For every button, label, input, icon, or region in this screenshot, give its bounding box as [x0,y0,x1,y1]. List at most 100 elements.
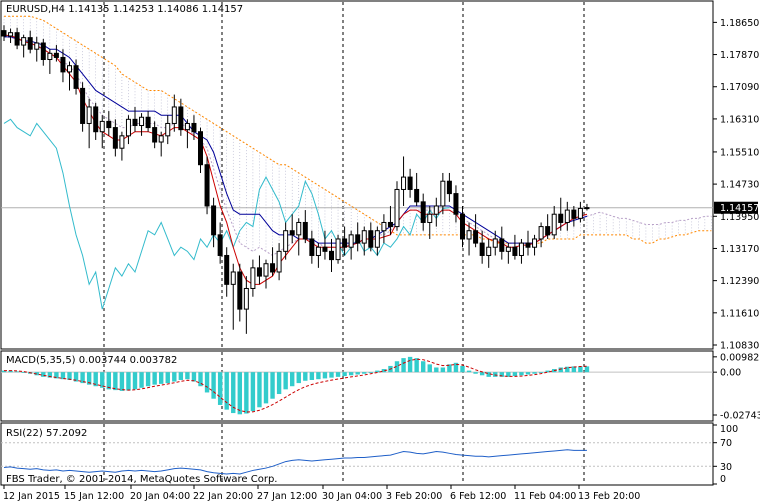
candle-body [545,226,551,236]
macd-bar [447,364,452,373]
macd-bar [538,372,544,373]
macd-bar [60,372,66,380]
macd-bar [466,370,472,373]
x-tick-label: 27 Jan 12:00 [257,491,317,502]
macd-bar [460,365,465,373]
macd-bar [54,372,59,379]
candle-body [473,230,479,244]
candle-body [230,271,236,285]
rsi-tick-label: 30 [720,462,732,473]
candle-body [361,230,367,244]
macd-bar [270,372,275,399]
candle-body [374,230,380,248]
time-axis: 12 Jan 2015 15 Jan 12:00 20 Jan 04:00 22 Ja… [3,485,640,502]
candle-body [152,127,158,143]
macd-bar [283,372,288,390]
candle-body [518,242,524,256]
macd-bar [348,372,354,376]
candle-body [184,122,190,131]
x-tick-label: 11 Feb 04:00 [514,491,576,502]
macd-bar [93,372,98,387]
x-tick-label: 30 Jan 04:00 [322,491,382,502]
rsi-line [3,449,587,475]
candle-body [342,238,348,248]
candle-body [446,180,452,195]
macd-bar [231,372,236,414]
macd-bar [532,372,537,374]
macd-bar [414,358,419,373]
x-tick-label: 12 Jan 2015 [3,491,60,502]
macd-bar [506,372,511,377]
macd-bar [126,372,131,391]
price-tick-label: 1.17870 [720,50,759,61]
macd-bar [172,372,177,382]
candle-body [577,207,583,219]
macd-bar [316,372,321,380]
macd-bar [217,372,223,405]
candle-body [217,234,223,256]
candle-body [479,242,485,256]
candle-body [60,56,66,73]
candle-body [243,287,249,310]
candle-body [8,32,14,37]
candle-body [433,205,439,215]
candle-body [512,246,518,256]
macd-bar [152,372,157,385]
price-tick-label: 1.14730 [720,180,759,191]
candle-body [250,267,256,289]
candle-body [14,32,20,46]
macd-bar [113,372,118,391]
macd-bar [479,372,485,376]
candle-body [53,52,59,58]
candle-body [211,205,217,236]
candle-body [348,234,354,248]
price-tick-label: 1.11610 [720,308,759,319]
macd-bar [401,358,406,373]
macd-bar [335,372,341,377]
candle-body [564,209,570,223]
candle-body [309,238,315,256]
x-tick-label: 6 Feb 12:00 [450,491,506,502]
candle-body [440,180,446,207]
candle-body [67,65,72,73]
price-tick-label: 1.17090 [720,82,759,93]
macd-bar [512,372,518,377]
macd-bar [584,366,590,373]
current-price-badge [714,201,758,214]
macd-bar [224,372,229,410]
candle-body [34,42,40,50]
chikou-span-line [3,118,450,310]
macd-bar [86,372,92,385]
candle-body [538,226,544,240]
rsi-panel: RSI(22) 57.2092 FBS Trader, © 2001-2014,… [0,422,738,486]
macd-bar [329,372,334,378]
macd-tick-label: 0.00 [720,368,741,379]
candle-body [571,209,577,219]
candle-body [86,106,92,124]
candle-body [427,213,433,223]
kijun-sen-line [4,36,588,244]
price-header: EURUSD,H4 1.14135 1.14253 1.14086 1.1415… [6,4,243,15]
macd-bar [1,370,7,373]
candle-body [394,188,400,228]
macd-panel-frame [0,350,714,422]
macd-bar [204,372,210,393]
macd-bar [263,372,269,404]
macd-bar [41,372,46,377]
macd-bar [519,372,524,376]
macd-bar [159,372,164,384]
macd-bar [571,366,577,373]
macd-bar [165,372,170,384]
candle-body [414,188,420,203]
candle-body [302,221,308,240]
macd-bar [8,370,13,373]
candle-body [204,164,210,207]
macd-bar [486,372,491,377]
footer-copyright: FBS Trader, © 2001-2014, MetaQuotes Soft… [6,474,277,485]
candle-body [276,250,282,273]
macd-bar [565,366,570,373]
rsi-axis: 100 70 300 [713,424,738,485]
macd-bar [145,372,151,387]
rsi-tick-label: 70 [720,438,732,449]
